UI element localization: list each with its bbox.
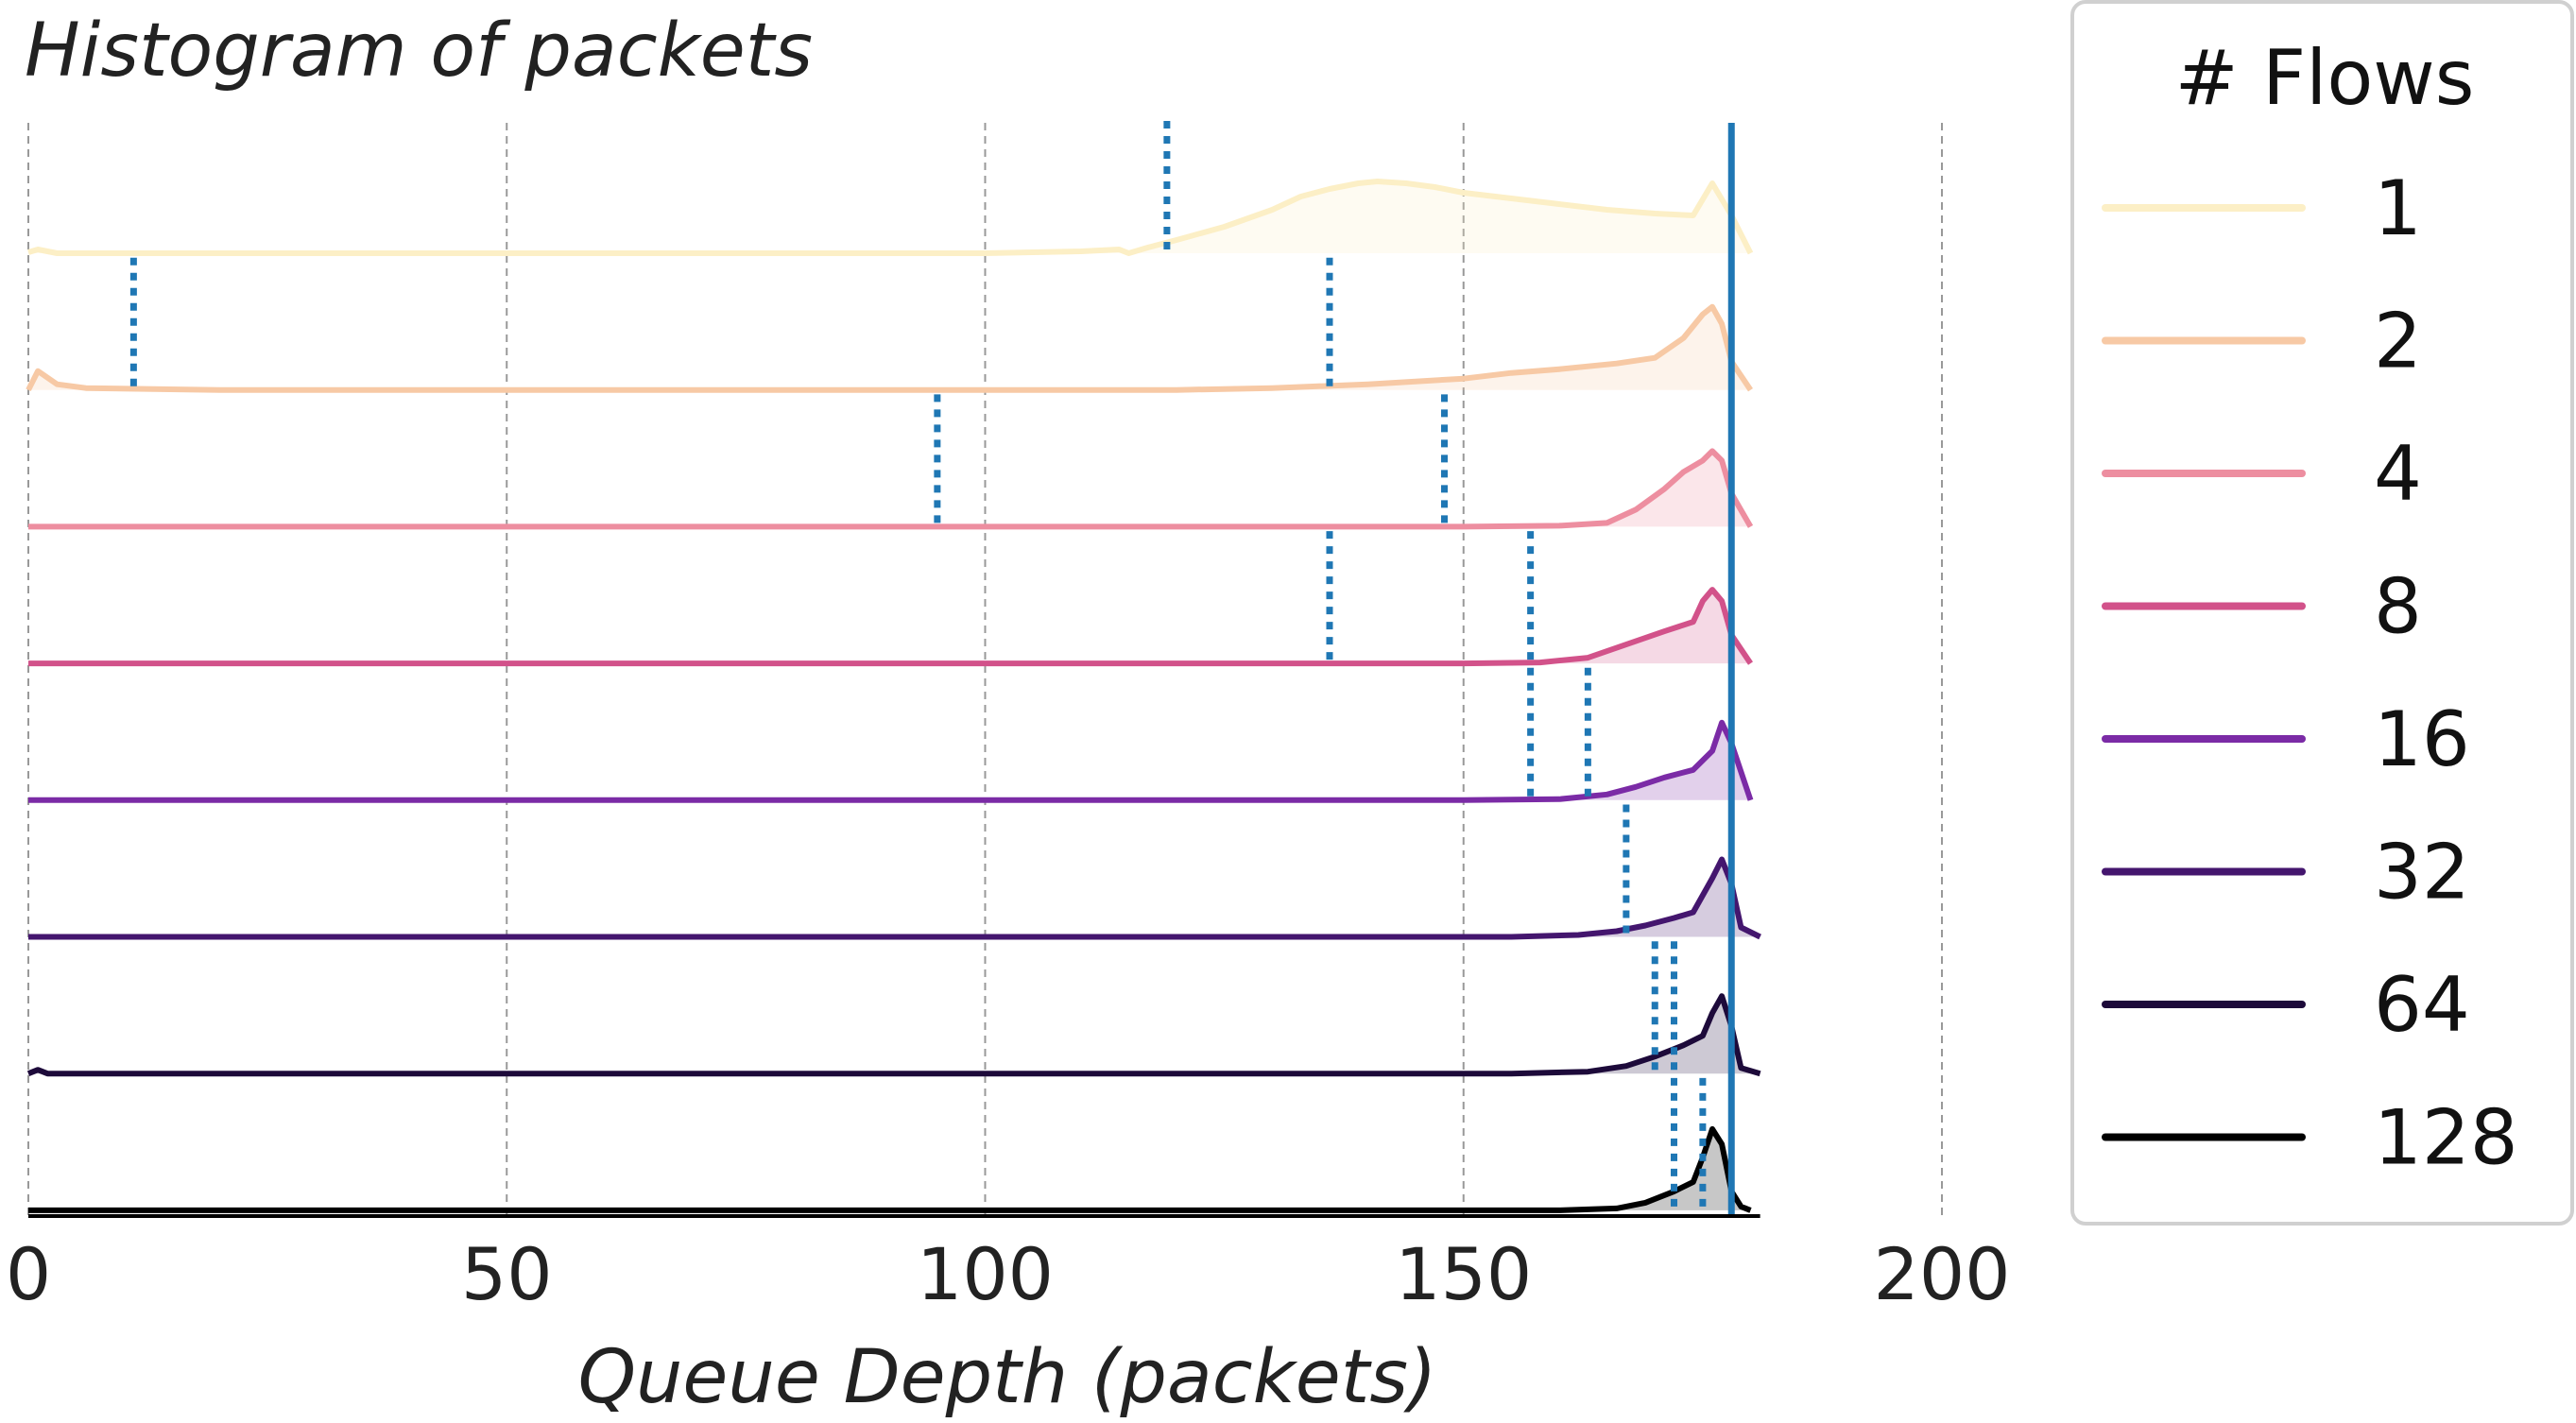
legend-label-16: 16 — [2374, 695, 2470, 783]
ridge-line-4 — [28, 448, 1754, 530]
ridge-line-64 — [26, 993, 1761, 1077]
legend-label-1: 1 — [2374, 164, 2422, 252]
ridge-line-2 — [26, 303, 1753, 393]
grid-lines — [27, 123, 1943, 1216]
x-tick-label-50: 50 — [461, 1232, 553, 1316]
ridge-fill-16 — [28, 722, 1751, 800]
ridge-line-1 — [27, 179, 1754, 256]
ridge-line-128 — [28, 1125, 1752, 1213]
legend-label-4: 4 — [2374, 430, 2422, 518]
legend-label-64: 64 — [2374, 961, 2470, 1049]
x-tick-label-100: 100 — [917, 1232, 1054, 1316]
ridge-line-16 — [28, 719, 1754, 803]
legend-label-128: 128 — [2374, 1094, 2518, 1182]
legend-frame — [2070, 0, 2574, 1226]
legend-label-2: 2 — [2374, 298, 2422, 386]
ridge-fill-2 — [28, 306, 1751, 390]
x-axis: 0 50 100 150 200 — [6, 1214, 2011, 1316]
legend-items: 1 2 4 8 16 32 64 128 — [2102, 164, 2518, 1182]
ridge-line-8 — [28, 587, 1753, 667]
x-tick-label-0: 0 — [6, 1232, 51, 1316]
ridge-line-32 — [28, 856, 1761, 940]
ridge-fill-32 — [28, 859, 1760, 937]
mean-markers — [129, 121, 1735, 1216]
legend-title: # Flows — [2175, 34, 2475, 122]
chart-title: Histogram of packets — [25, 9, 813, 94]
ridges — [26, 179, 1761, 1213]
ridge-fill-128 — [28, 1128, 1751, 1210]
legend: # Flows 1 2 4 8 16 32 64 128 — [2070, 0, 2574, 1226]
ridge-fill-64 — [28, 996, 1760, 1074]
ridge-fill-4 — [28, 451, 1751, 527]
legend-label-32: 32 — [2374, 829, 2470, 917]
x-tick-label-200: 200 — [1873, 1232, 2010, 1316]
x-tick-label-150: 150 — [1395, 1232, 1532, 1316]
x-axis-label: Queue Depth (packets) — [578, 1335, 1437, 1420]
ridge-fill-8 — [28, 590, 1751, 664]
legend-label-8: 8 — [2374, 563, 2422, 651]
ridge-fill-1 — [28, 181, 1751, 253]
